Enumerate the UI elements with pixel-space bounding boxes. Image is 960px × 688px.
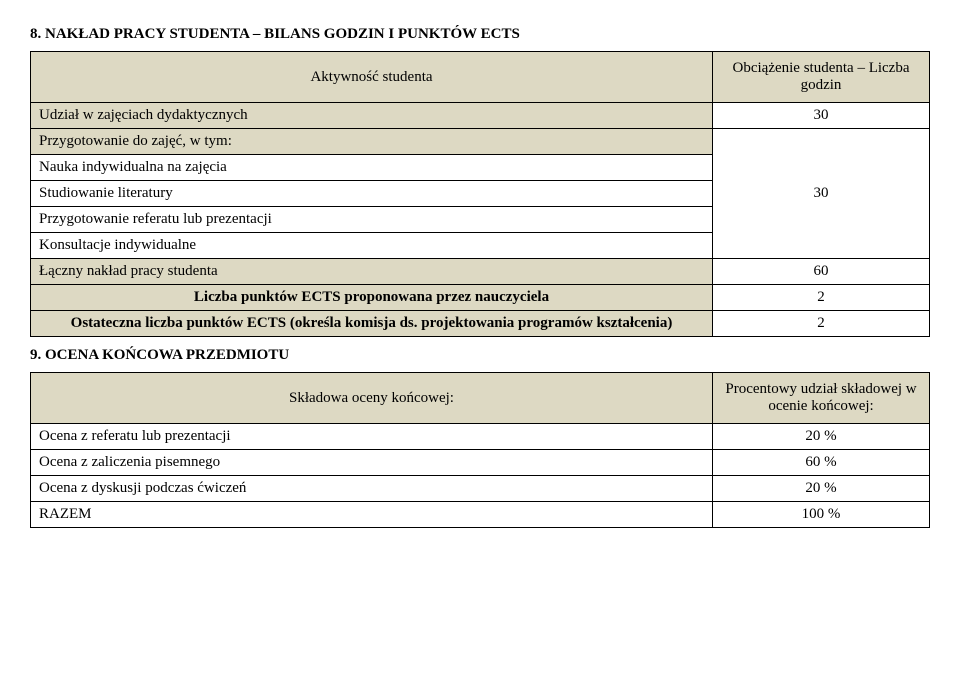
section9-col2-header: Procentowy udział składowej w ocenie koń…: [713, 373, 930, 424]
row-label: Nauka indywidualna na zajęcia: [31, 155, 713, 181]
row-label: Udział w zajęciach dydaktycznych: [31, 103, 713, 129]
row-label: Ocena z dyskusji podczas ćwiczeń: [31, 476, 713, 502]
section9-table: Składowa oceny końcowej: Procentowy udzi…: [30, 372, 930, 528]
section9-heading: 9. OCENA KOŃCOWA PRZEDMIOTU: [30, 347, 930, 364]
row-label: Przygotowanie do zajęć, w tym:: [31, 129, 713, 155]
table-row: Łączny nakład pracy studenta 60: [31, 259, 930, 285]
table-row: Ocena z zaliczenia pisemnego 60 %: [31, 450, 930, 476]
row-label: Ocena z zaliczenia pisemnego: [31, 450, 713, 476]
summary-label: Ostateczna liczba punktów ECTS (określa …: [31, 311, 713, 337]
row-value: 30: [713, 129, 930, 259]
section8-heading: 8. NAKŁAD PRACY STUDENTA – BILANS GODZIN…: [30, 26, 930, 43]
table-row: Przygotowanie do zajęć, w tym: 30: [31, 129, 930, 155]
row-label: Studiowanie literatury: [31, 181, 713, 207]
row-value: 30: [713, 103, 930, 129]
table-row: Ocena z referatu lub prezentacji 20 %: [31, 424, 930, 450]
section8-table: Aktywność studenta Obciążenie studenta –…: [30, 51, 930, 337]
table-row: Ostateczna liczba punktów ECTS (określa …: [31, 311, 930, 337]
table-row: Liczba punktów ECTS proponowana przez na…: [31, 285, 930, 311]
table-row: Ocena z dyskusji podczas ćwiczeń 20 %: [31, 476, 930, 502]
summary-value: 2: [713, 311, 930, 337]
summary-value: 2: [713, 285, 930, 311]
section8-header-row: Aktywność studenta Obciążenie studenta –…: [31, 52, 930, 103]
row-label: RAZEM: [31, 502, 713, 528]
row-label: Przygotowanie referatu lub prezentacji: [31, 207, 713, 233]
row-value: 100 %: [713, 502, 930, 528]
row-label: Konsultacje indywidualne: [31, 233, 713, 259]
row-value: 60 %: [713, 450, 930, 476]
table-row: RAZEM 100 %: [31, 502, 930, 528]
row-value: 20 %: [713, 424, 930, 450]
section8-col2-header: Obciążenie studenta – Liczba godzin: [713, 52, 930, 103]
section9-col1-header: Składowa oceny końcowej:: [31, 373, 713, 424]
summary-label: Łączny nakład pracy studenta: [31, 259, 713, 285]
section9-header-row: Składowa oceny końcowej: Procentowy udzi…: [31, 373, 930, 424]
summary-value: 60: [713, 259, 930, 285]
row-value: 20 %: [713, 476, 930, 502]
row-label: Ocena z referatu lub prezentacji: [31, 424, 713, 450]
section8-col1-header: Aktywność studenta: [31, 52, 713, 103]
table-row: Udział w zajęciach dydaktycznych 30: [31, 103, 930, 129]
summary-label: Liczba punktów ECTS proponowana przez na…: [31, 285, 713, 311]
